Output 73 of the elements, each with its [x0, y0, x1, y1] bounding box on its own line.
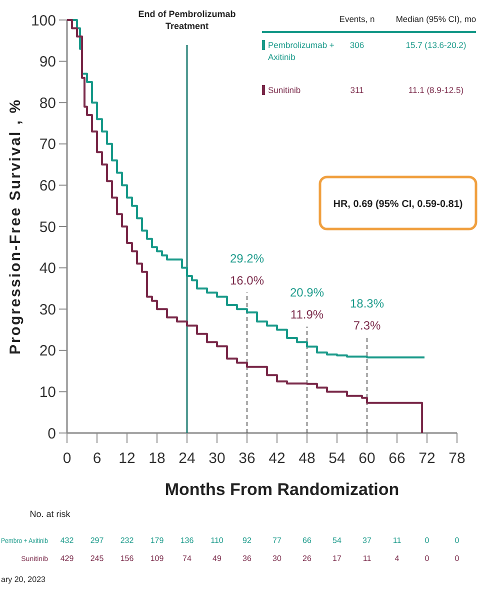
- text: 429: [60, 554, 74, 563]
- x-axis-title: Months From Randomization: [164, 480, 400, 499]
- annotation: 18.3%: [350, 296, 384, 310]
- y-tick-label: 50: [39, 218, 56, 236]
- annotation: 11.9%: [290, 308, 324, 322]
- annotation: 15.7 (13.6-20.2): [406, 40, 466, 50]
- x-tick-label: 6: [92, 450, 102, 467]
- text: 0: [454, 554, 460, 563]
- text: 245: [90, 554, 104, 563]
- y-tick-label: 100: [30, 12, 56, 30]
- x-tick-label: 18: [148, 450, 166, 467]
- ref-line-label: End of Pembrolizumab Treatment: [138, 9, 236, 31]
- text: 74: [182, 554, 192, 563]
- legend-label: Pembrolizumab + Axitinib: [268, 40, 334, 62]
- text: 297: [90, 536, 104, 545]
- y-tick-label: 20: [39, 342, 56, 360]
- annotation: Median (95% CI), mo: [396, 14, 476, 24]
- text: 0: [424, 536, 430, 545]
- annotation: 29.2%: [230, 251, 264, 266]
- text: 92: [242, 536, 252, 545]
- x-tick-label: 54: [328, 450, 346, 467]
- text: 36: [242, 554, 252, 563]
- text: 37: [362, 536, 372, 545]
- x-tick-label: 36: [238, 450, 256, 467]
- annotation: HR, 0.69 (95% CI, 0.59-0.81): [333, 199, 463, 210]
- text: 17: [332, 554, 342, 563]
- annotation: 11.1 (8.9-12.5): [408, 85, 464, 95]
- annotation: Events, n: [339, 14, 375, 24]
- text: 11: [392, 536, 402, 545]
- annotation: 311: [350, 85, 364, 95]
- y-tick-label: 30: [39, 301, 56, 318]
- y-tick-label: 90: [39, 54, 56, 71]
- text: 4: [394, 554, 400, 563]
- text: 54: [332, 536, 342, 545]
- y-tick-label: 60: [39, 177, 56, 194]
- annotation: 7.3%: [353, 318, 381, 332]
- text: 156: [120, 554, 134, 563]
- text: 66: [302, 536, 312, 545]
- text: 11: [362, 554, 372, 563]
- x-tick-label: 78: [448, 450, 466, 467]
- text: 26: [302, 554, 312, 563]
- y-tick-label: 70: [39, 136, 56, 154]
- text: 179: [150, 536, 164, 545]
- x-tick-label: 0: [62, 450, 72, 467]
- y-tick-label: 0: [48, 425, 56, 442]
- x-tick-label: 48: [298, 450, 316, 467]
- text: 77: [272, 536, 282, 545]
- x-tick-label: 66: [388, 450, 406, 467]
- text: 0: [424, 554, 430, 563]
- text: ary 20, 2023: [1, 575, 46, 584]
- text: 136: [180, 536, 194, 545]
- annotation: 20.9%: [290, 286, 324, 300]
- x-tick-label: 30: [208, 450, 226, 467]
- text: 30: [272, 554, 282, 563]
- text: 110: [210, 536, 224, 545]
- text: No. at risk: [30, 509, 71, 519]
- x-tick-label: 12: [118, 450, 136, 467]
- text: 109: [150, 554, 164, 563]
- annotation: 306: [350, 40, 364, 50]
- y-axis-title: Progression-Free Survival , %: [7, 98, 24, 355]
- text: 49: [212, 554, 222, 563]
- annotation: 16.0%: [230, 273, 264, 288]
- legend-label: Sunitinib: [268, 85, 301, 95]
- x-tick-label: 42: [268, 450, 286, 467]
- x-tick-label: 60: [358, 450, 376, 467]
- text: 0: [454, 536, 460, 545]
- y-tick-label: 40: [39, 260, 56, 278]
- text: 432: [60, 536, 74, 545]
- y-tick-label: 10: [39, 384, 56, 401]
- text: 232: [120, 536, 134, 545]
- x-tick-label: 24: [178, 450, 196, 467]
- x-tick-label: 72: [418, 450, 436, 467]
- y-tick-label: 80: [39, 94, 56, 112]
